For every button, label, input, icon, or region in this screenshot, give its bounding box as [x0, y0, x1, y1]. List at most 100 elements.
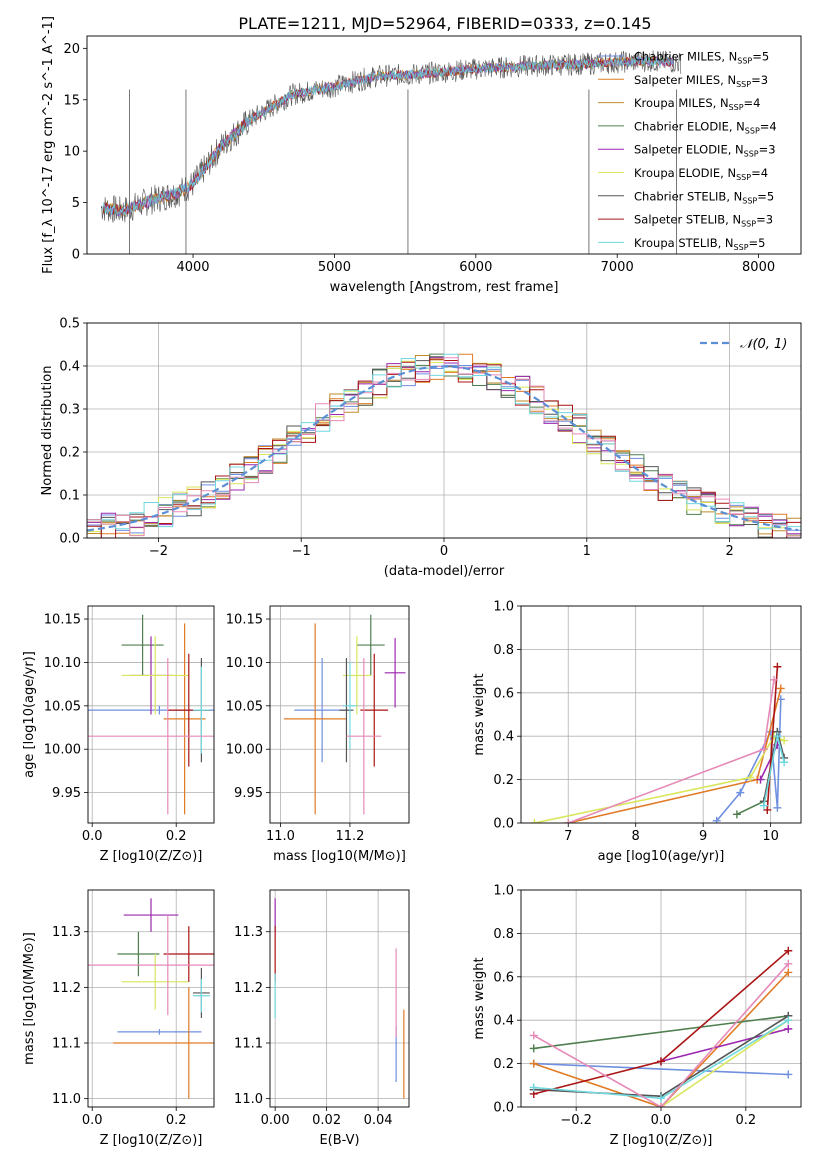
legend-entry-tail: =3: [751, 73, 768, 87]
errorbar-point: [163, 623, 206, 815]
x-tick-label: 0.2: [166, 1113, 187, 1128]
panel-residuals: −2 −1 0 1 2 0.0 0.1 0.2 0.3 0.4 0.5 (data-model)/er…: [40, 317, 802, 579]
y-axis-label: age [log10(age/yr)]: [22, 651, 37, 778]
x-tick-label: 0.0: [82, 1113, 103, 1128]
series-marker: [759, 801, 768, 810]
plot-area: [100, 50, 682, 254]
series-marker: [784, 1024, 793, 1033]
x-tick-label: 6000: [459, 260, 492, 275]
x-tick-label: 0.0: [651, 1113, 672, 1128]
errorbar-point: [342, 636, 371, 715]
legend-entry-sub: SSP: [736, 173, 751, 182]
legend-entry: Kroupa MILES, NSSP=4: [634, 96, 760, 112]
x-tick-label: 5000: [318, 260, 351, 275]
legend-entry-sub: SSP: [744, 150, 759, 159]
series-line: [568, 688, 782, 823]
y-tick-label: 0.4: [59, 360, 80, 375]
y-tick-label: 10: [63, 145, 80, 160]
series-line: [533, 971, 789, 1107]
y-tick-label: 0.2: [59, 446, 80, 461]
legend-entry-text: Salpeter STELIB, N: [634, 213, 741, 227]
spectrum-series: [102, 55, 674, 217]
errorbar-point: [88, 658, 214, 815]
panel-mass-vs-Z: 0.0 0.2 11.0 11.1 11.2 11.3 Z [log10(Z/Z⊙)] mas…: [22, 889, 215, 1148]
x-axis-label: wavelength [Angstrom, rest frame]: [330, 280, 559, 295]
y-tick-label: 10.15: [226, 613, 263, 628]
normal-curve: [87, 365, 799, 532]
y-tick-label: 15: [63, 93, 80, 108]
y-tick-label: 0.2: [493, 1057, 514, 1072]
legend-entry-tail: =5: [749, 236, 766, 250]
axes-frame: [86, 322, 802, 539]
panel-age-vs-Z: 0.0 0.2 9.95 10.00 10.05 10.10 10.15 Z [log10(Z…: [22, 605, 215, 864]
y-axis-label: mass weight: [472, 957, 487, 1039]
errorbar-point: [88, 915, 214, 1016]
x-tick-label: 2: [725, 544, 733, 559]
series-marker: [564, 819, 573, 823]
plot-area: [87, 353, 801, 538]
errorbar-point: [123, 898, 179, 932]
legend-entry: Salpeter MILES, NSSP=3: [634, 73, 768, 89]
x-tick-label: 8: [632, 829, 640, 844]
plot-area: [283, 614, 406, 815]
series-marker: [784, 1016, 793, 1025]
panel-age-vs-mass: 11.0 11.2 9.95 10.00 10.05 10.10 10.15 mass [lo…: [226, 605, 410, 864]
legend-entry-text: Kroupa MILES, N: [634, 96, 729, 110]
errorbar-point: [283, 623, 347, 815]
y-tick-label: 0.0: [59, 532, 80, 547]
series-marker: [773, 662, 782, 671]
x-axis-label: (data-model)/error: [384, 564, 505, 579]
series-marker: [784, 968, 793, 977]
x-tick-label: 0.2: [736, 1113, 757, 1128]
x-axis-label: Z [log10(Z/Z⊙)]: [100, 1133, 203, 1148]
series-line: [766, 666, 779, 811]
axes-frame: [87, 889, 215, 1108]
series-marker: [657, 1103, 665, 1107]
y-tick-label: 0.2: [493, 773, 514, 788]
y-tick-label: 0.8: [493, 927, 514, 942]
panel-spectrum: 4000 5000 6000 7000 8000 0 5 10 15 20 wavelength […: [41, 16, 802, 295]
legend-entry-text: Salpeter ELODIE, N: [634, 143, 744, 157]
histogram-series: [87, 357, 801, 537]
y-tick-label: 9.95: [52, 786, 81, 801]
x-axis-label: E(B-V): [319, 1133, 359, 1148]
series-marker: [756, 775, 765, 784]
spectrum-series: [102, 56, 674, 217]
legend-entry: Salpeter ELODIE, NSSP=3: [634, 143, 776, 159]
axes-frame: [520, 889, 802, 1108]
errorbar-point: [113, 987, 214, 1099]
legend-entry: Chabrier STELIB, NSSP=5: [634, 189, 774, 205]
series-marker: [657, 1094, 665, 1103]
axes-frame: [269, 889, 410, 1108]
x-axis-label: age [log10(age/yr)]: [598, 849, 725, 864]
errorbar-point: [339, 658, 354, 763]
errorbar-point: [121, 636, 189, 715]
y-tick-label: 11.2: [234, 981, 263, 996]
y-tick-label: 1.0: [493, 884, 514, 899]
legend-entry-text: Chabrier ELODIE, N: [634, 119, 745, 133]
series-marker: [784, 1070, 793, 1079]
errorbar-point: [88, 705, 214, 715]
errorbar-point: [117, 1029, 202, 1035]
legend-entry-text: Salpeter MILES, N: [634, 73, 736, 87]
x-tick-label: 0: [440, 544, 448, 559]
plot-area: [88, 898, 214, 1099]
y-tick-label: 11.2: [52, 981, 81, 996]
series-line: [660, 1019, 789, 1107]
y-tick-label: 0.0: [493, 1101, 514, 1116]
legend-entry-text: Kroupa STELIB, N: [634, 236, 734, 250]
series-marker: [773, 732, 782, 741]
series-marker: [712, 816, 721, 823]
plot-area: [530, 662, 789, 823]
y-tick-label: 11.1: [234, 1037, 263, 1052]
legend-entry-tail: =4: [744, 96, 761, 110]
panel-massweight-vs-age: 7 8 9 10 0.0 0.2 0.4 0.6 0.8 1.0 age [log10(age/yr…: [472, 600, 802, 864]
series-marker: [530, 819, 539, 823]
legend-entry-sub: SSP: [741, 220, 756, 229]
errorbar-point: [121, 614, 164, 676]
legend-entry: Chabrier ELODIE, NSSP=4: [634, 119, 777, 135]
errorbar-point: [193, 666, 210, 754]
y-axis-label: Normed distribution: [40, 366, 55, 496]
y-axis-label: Flux [f_λ 10^-17 erg cm^-2 s^-1 A^-1]: [41, 16, 56, 274]
